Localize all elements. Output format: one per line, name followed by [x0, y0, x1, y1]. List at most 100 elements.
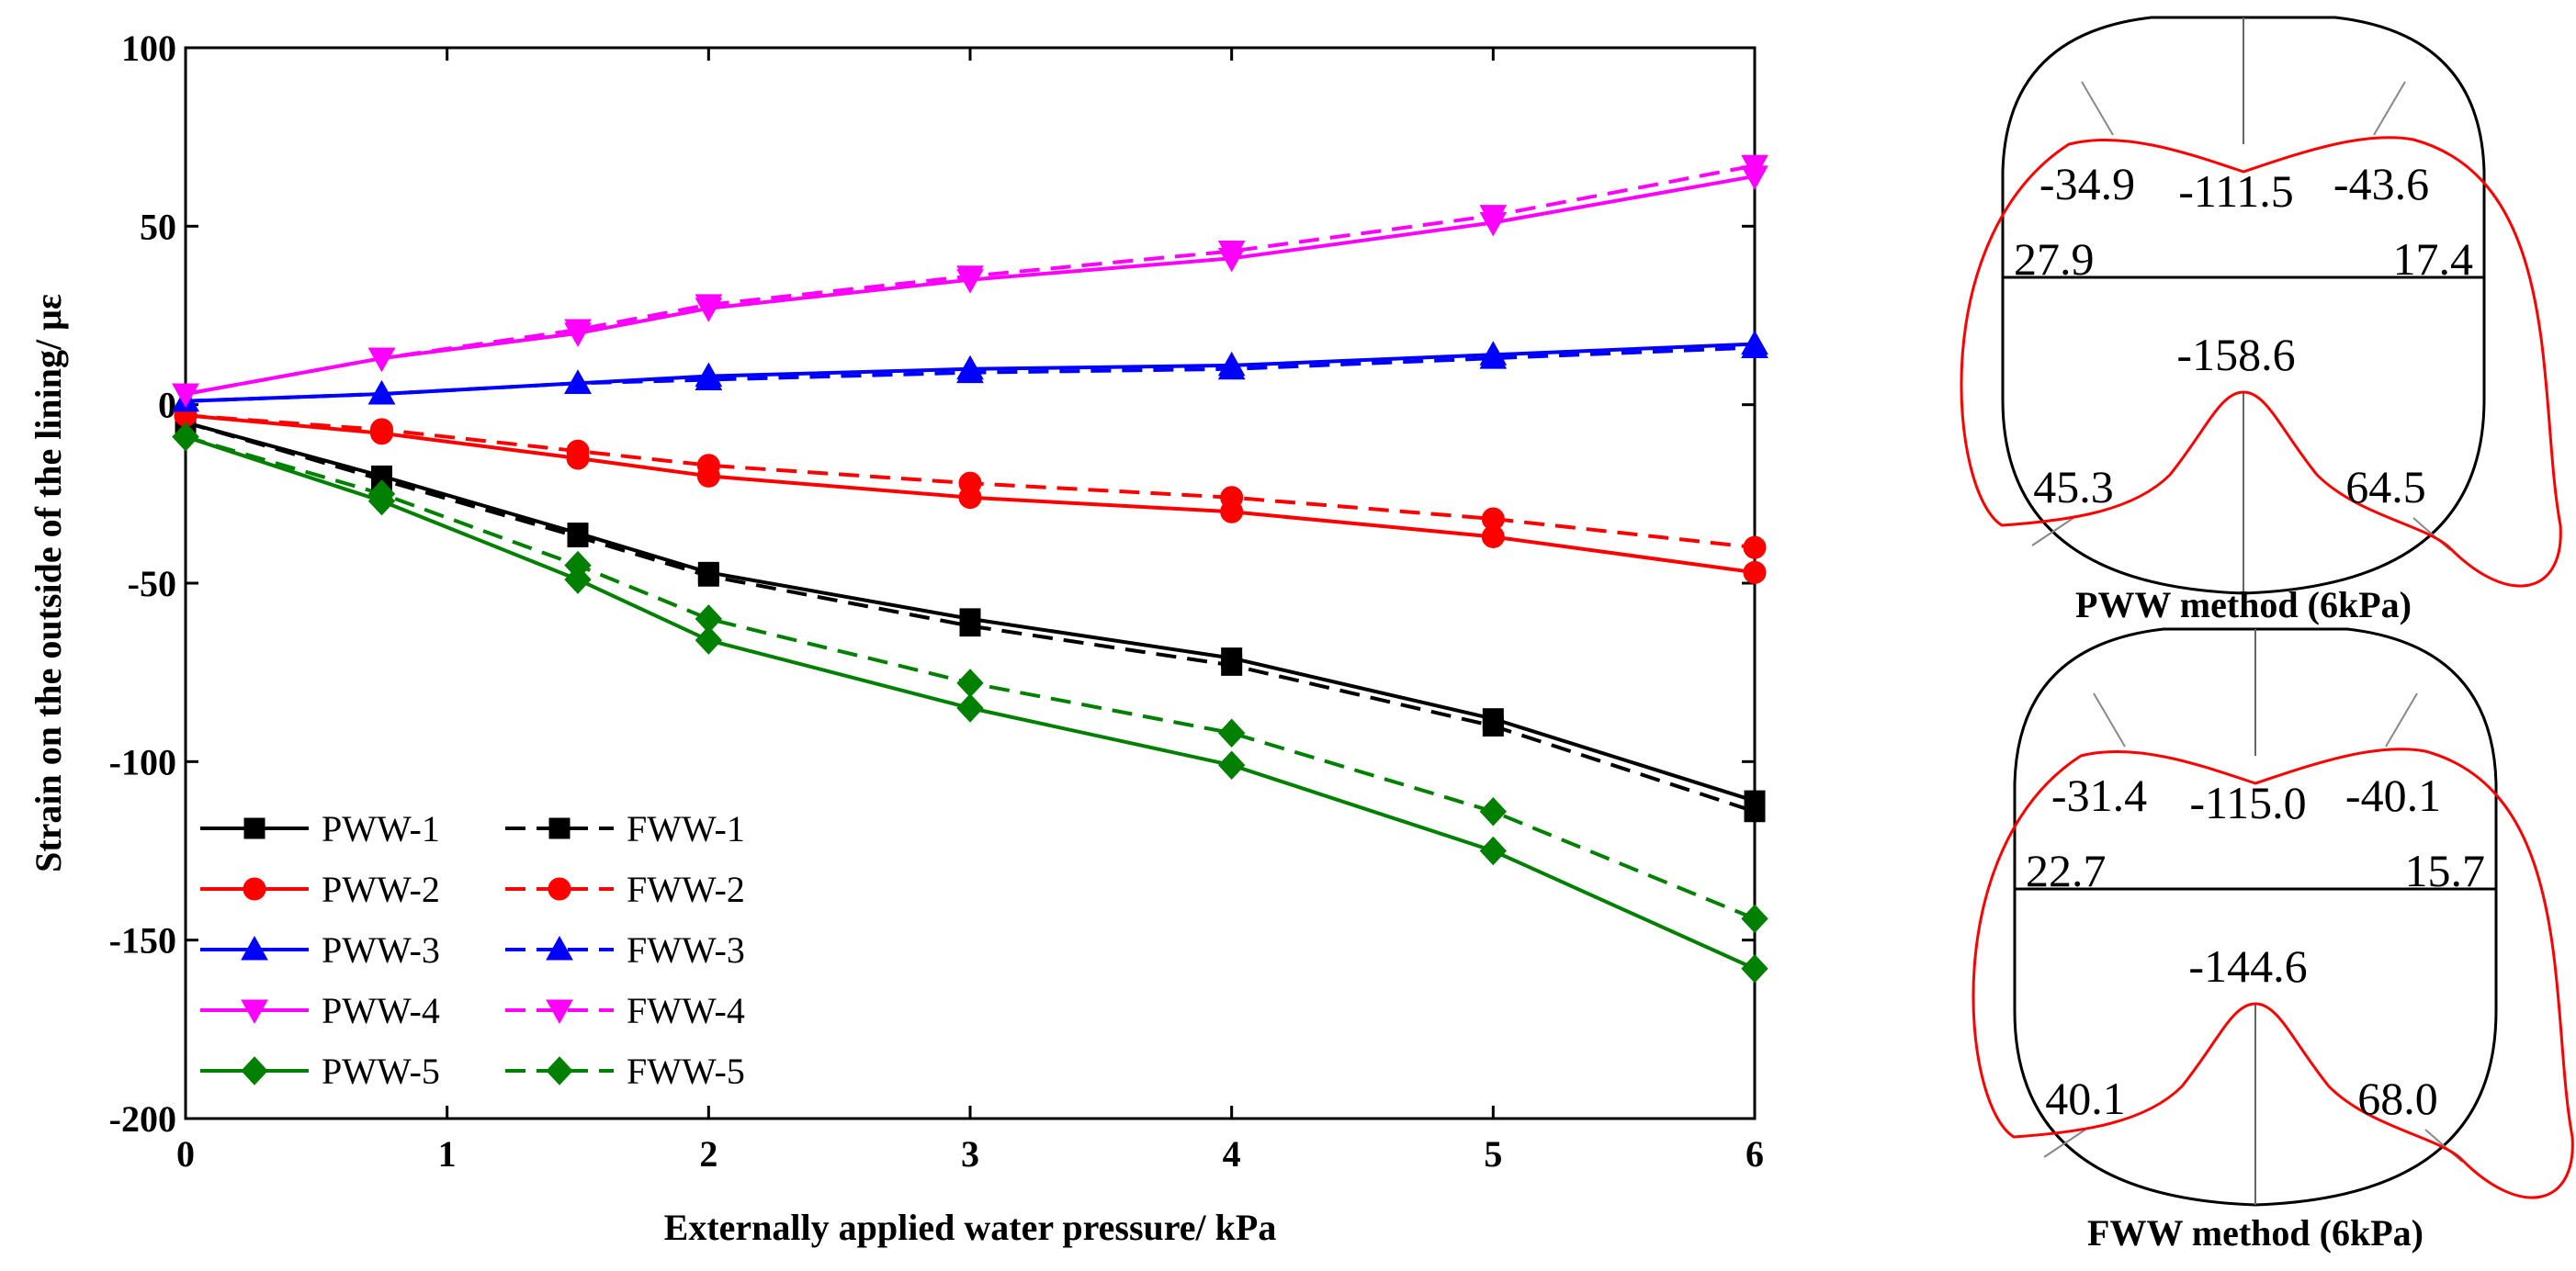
point-fww-4: [1217, 241, 1246, 265]
point-fww-2: [566, 439, 590, 463]
legend-label-fww-4: FWW-4: [627, 990, 745, 1031]
legend-marker-fww-3: [546, 935, 573, 961]
x-tick-label: 4: [1223, 1133, 1241, 1175]
legend-marker-pww-4: [241, 999, 268, 1025]
strain-value-top-left: -34.9: [2039, 158, 2135, 209]
strain-value-mid-right: 15.7: [2405, 845, 2486, 896]
radial-guide: [2043, 1129, 2086, 1158]
series-line-fww-1: [185, 421, 1756, 814]
y-tick-label: -50: [128, 563, 176, 604]
point-fww-2: [696, 454, 720, 478]
legend-label-pww-3: PWW-3: [322, 929, 440, 971]
y-tick-label: -100: [109, 741, 176, 782]
point-fww-3: [1479, 344, 1508, 369]
strain-distribution-curve: [1960, 136, 2562, 588]
strain-value-crown: -111.5: [2178, 165, 2293, 217]
radial-guide: [2385, 692, 2418, 748]
diagram-caption: FWW method (6kPa): [2087, 1212, 2423, 1254]
legend-marker-fww-2: [548, 877, 571, 901]
strain-value-mid-left: 22.7: [2026, 845, 2107, 896]
tunnel-diagram-1: -34.9 -111.5 -43.6 27.9 17.4 -158.6 45.3 64.5 PW…: [1960, 16, 2562, 625]
point-fww-2: [370, 418, 393, 442]
point-fww-4: [1479, 205, 1508, 230]
strain-line-chart: 0 1 2 3 4 5 6 100 50 0 -50 -100 -150 -200 Externally…: [28, 28, 1768, 1248]
strain-value-top-left: -31.4: [2051, 770, 2147, 821]
x-tick-label: 1: [438, 1133, 457, 1175]
point-fww-1: [1744, 801, 1766, 823]
point-fww-3: [1217, 354, 1246, 380]
point-fww-5: [1741, 904, 1768, 934]
point-fww-5: [564, 550, 592, 580]
point-fww-2: [1481, 507, 1505, 531]
legend-label-pww-5: PWW-5: [322, 1051, 440, 1092]
legend-label-fww-1: FWW-1: [627, 808, 745, 849]
point-fww-4: [564, 319, 592, 344]
legend-label-fww-2: FWW-2: [627, 869, 745, 910]
point-pww-5: [1217, 750, 1246, 780]
point-pww-5: [1741, 954, 1768, 984]
point-fww-2: [1743, 535, 1767, 559]
diagram-caption: PWW method (6kPa): [2075, 584, 2412, 625]
legend-marker-fww-5: [546, 1056, 573, 1085]
series-line-fww-4: [185, 163, 1756, 396]
y-axis-title: Strain on the outside of the lining/ με: [28, 294, 69, 872]
legend-marker-pww-2: [243, 877, 266, 901]
legend-label-pww-2: PWW-2: [322, 869, 440, 910]
strain-distribution-curve: [1972, 748, 2574, 1199]
strain-value-invert: -158.6: [2176, 329, 2295, 380]
point-fww-4: [367, 347, 396, 373]
series-line-fww-3: [185, 345, 1756, 403]
point-fww-1: [1221, 654, 1243, 676]
legend: PWW-1 PWW-2 PWW-3 PWW-4 PWW-5 FWW-1 FWW-2 FWW-3…: [200, 808, 745, 1092]
strain-value-invert: -144.6: [2188, 940, 2307, 992]
radial-guide: [2081, 81, 2114, 136]
legend-label-fww-3: FWW-3: [627, 929, 745, 971]
strain-value-bottom-right: 64.5: [2345, 461, 2426, 512]
strain-value-crown: -115.0: [2189, 777, 2306, 828]
x-axis-ticks: 0 1 2 3 4 5 6: [176, 48, 1764, 1175]
legend-marker-pww-1: [243, 817, 266, 839]
point-fww-2: [958, 471, 982, 495]
point-fww-1: [567, 525, 589, 547]
point-fww-1: [697, 565, 719, 587]
strain-value-mid-right: 17.4: [2393, 233, 2474, 285]
legend-label-fww-5: FWW-5: [627, 1051, 745, 1092]
lining-distribution-diagrams: -34.9 -111.5 -43.6 27.9 17.4 -158.6 45.3 64.5 PW…: [1960, 16, 2574, 1254]
point-fww-5: [695, 604, 723, 634]
point-fww-5: [367, 479, 396, 509]
point-fww-2: [1220, 486, 1244, 510]
point-fww-3: [367, 379, 396, 405]
tunnel-diagram-2: -31.4 -115.0 -40.1 22.7 15.7 -144.6 40.1 68.0 FW…: [1972, 627, 2574, 1254]
point-fww-4: [695, 294, 723, 319]
strain-value-mid-left: 27.9: [2014, 233, 2095, 285]
point-fww-4: [172, 383, 199, 409]
y-tick-label: 0: [158, 385, 176, 426]
point-fww-3: [695, 366, 723, 390]
point-fww-1: [959, 615, 981, 637]
point-fww-4: [1741, 154, 1768, 180]
legend-label-pww-4: PWW-4: [322, 990, 440, 1031]
y-tick-label: -200: [109, 1098, 176, 1140]
point-fww-5: [1217, 718, 1246, 748]
y-tick-label: 50: [140, 206, 176, 247]
point-fww-5: [1479, 797, 1508, 827]
strain-value-top-right: -40.1: [2345, 770, 2441, 821]
radial-guide: [2031, 517, 2074, 546]
series-lines: [185, 163, 1756, 971]
legend-marker-pww-3: [241, 935, 268, 961]
legend-marker-fww-1: [548, 817, 571, 839]
strain-value-bottom-right: 68.0: [2357, 1073, 2438, 1124]
point-pww-2: [1743, 560, 1767, 584]
y-axis-ticks: 100 50 0 -50 -100 -150 -200: [109, 28, 1755, 1140]
radial-guide: [2373, 81, 2406, 136]
point-fww-3: [564, 369, 592, 394]
strain-value-top-right: -43.6: [2333, 158, 2429, 209]
y-tick-label: 100: [121, 28, 176, 69]
strain-value-bottom-left: 45.3: [2033, 461, 2114, 512]
x-tick-label: 0: [176, 1133, 195, 1175]
x-tick-label: 3: [961, 1133, 979, 1175]
radial-guide: [2093, 692, 2126, 748]
legend-label-pww-1: PWW-1: [322, 808, 440, 849]
legend-marker-fww-4: [546, 999, 573, 1025]
